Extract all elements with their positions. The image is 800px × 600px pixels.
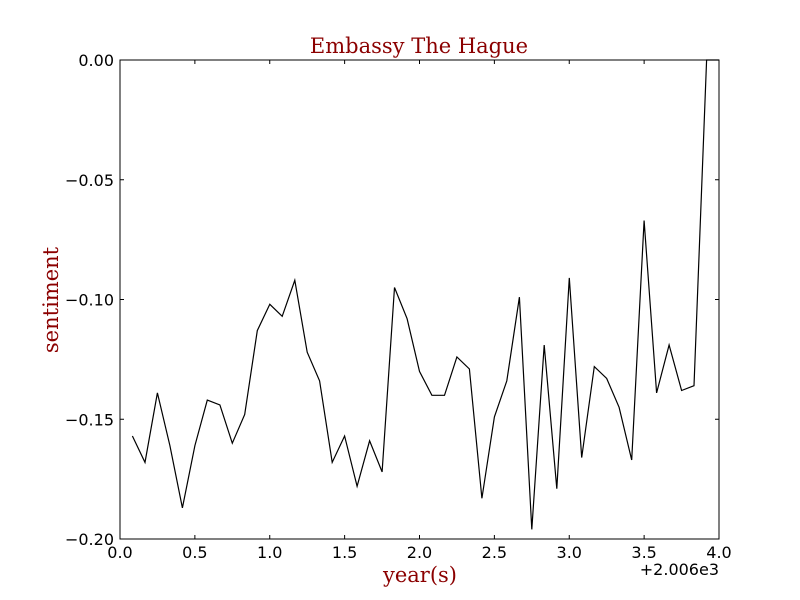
x-tick-label: 1.5	[332, 543, 357, 562]
series-layer	[131, 59, 719, 530]
x-tick-label: 2.0	[407, 543, 432, 562]
x-tick-label: 2.5	[482, 543, 507, 562]
chart-title: Embassy The Hague	[310, 34, 528, 58]
series-line	[131, 59, 719, 530]
x-axis-label: year(s)	[382, 563, 457, 587]
x-tick-label: 3.5	[631, 543, 656, 562]
y-tick-label: −0.10	[65, 291, 114, 310]
x-tick-label: 1.0	[257, 543, 282, 562]
x-tick-label: 0.0	[107, 543, 132, 562]
x-tick-label: 0.5	[182, 543, 207, 562]
x-tick-label: 4.0	[706, 543, 731, 562]
y-tick-label: −0.20	[65, 530, 114, 549]
plot-frame	[119, 59, 720, 540]
ticks-layer: 0.0 0.5 1.0 1.5 2.0 2.5 3.0 3.5 4.0 0.00 −0.05 −0.1…	[65, 51, 732, 562]
x-axis-offset-label: +2.006e3	[640, 560, 719, 579]
y-tick-label: −0.15	[65, 410, 114, 429]
y-tick-label: 0.00	[78, 51, 114, 70]
y-axis-label: sentiment	[39, 246, 63, 353]
x-tick-label: 3.0	[557, 543, 582, 562]
y-tick-label: −0.05	[65, 171, 114, 190]
